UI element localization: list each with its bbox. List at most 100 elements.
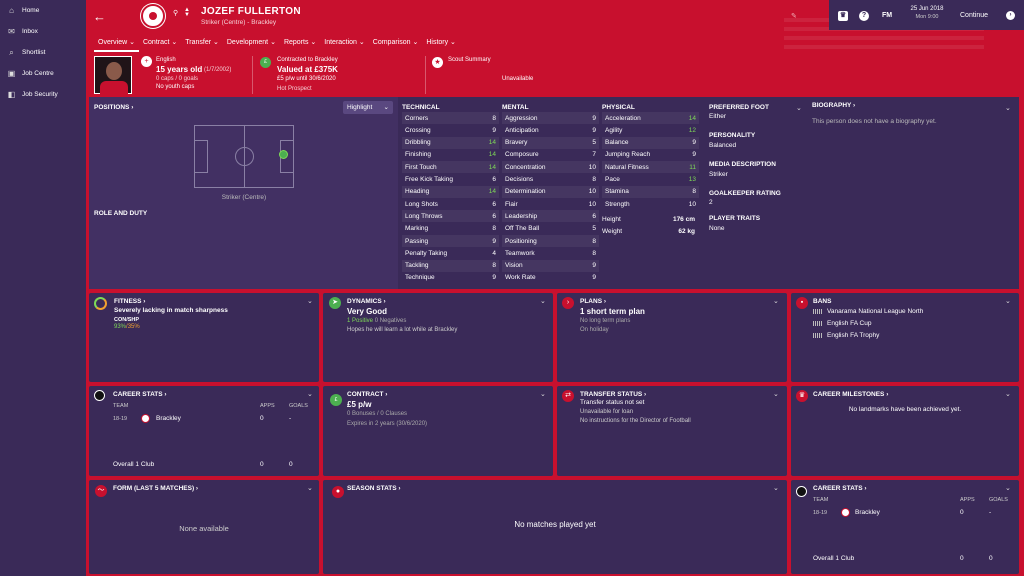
season-stats-title[interactable]: SEASON STATS › <box>347 485 401 492</box>
attribute-row[interactable]: Long Shots 6 <box>402 198 499 210</box>
tab-overview[interactable]: Overview ⌄ <box>94 37 139 52</box>
back-arrow-icon[interactable]: ← <box>93 9 106 24</box>
attribute-row[interactable]: Stamina 8 <box>602 185 699 198</box>
tab-contract[interactable]: Contract ⌄ <box>142 39 178 46</box>
career-stats-title[interactable]: CAREER STATS › <box>813 485 867 492</box>
biography-title[interactable]: BIOGRAPHY › <box>812 102 856 109</box>
chevron-down-icon[interactable]: ⌄ <box>1005 298 1011 305</box>
scout-summary-title[interactable]: Scout Summary <box>448 57 491 63</box>
attribute-row[interactable]: Decisions 8 <box>502 174 599 186</box>
plans-title[interactable]: PLANS › <box>580 298 606 305</box>
fm-logo[interactable]: FM <box>882 12 893 19</box>
attribute-row[interactable]: Positioning 8 <box>502 235 599 247</box>
chevron-down-icon[interactable]: ⌄ <box>1005 105 1011 112</box>
attribute-row[interactable]: Long Throws 6 <box>402 210 499 223</box>
attribute-row[interactable]: Bravery 5 <box>502 136 599 149</box>
team-name[interactable]: Brackley <box>156 415 181 422</box>
attribute-row[interactable]: Jumping Reach 9 <box>602 149 699 161</box>
chevron-down-icon[interactable]: ⌄ <box>773 298 779 305</box>
chevron-down-icon[interactable]: ⌄ <box>540 298 546 305</box>
attribute-row[interactable]: Work Rate 9 <box>502 272 599 284</box>
highlight-dropdown[interactable]: Highlight ⌄ <box>343 101 393 114</box>
goals-value: - <box>989 509 992 516</box>
attribute-row[interactable]: Concentration 10 <box>502 161 599 174</box>
attribute-row[interactable]: Off The Ball 5 <box>502 223 599 235</box>
condition-value: 93% <box>114 324 127 330</box>
chevron-down-icon[interactable]: ⌄ <box>796 105 802 112</box>
career-milestones-title[interactable]: CAREER MILESTONES › <box>813 391 889 398</box>
attribute-row[interactable]: Determination 10 <box>502 185 599 198</box>
attribute-row[interactable]: Flair 10 <box>502 198 599 210</box>
attribute-row[interactable]: Crossing 9 <box>402 124 499 136</box>
attribute-row[interactable]: Dribbling 14 <box>402 136 499 149</box>
chevron-down-icon[interactable]: ⌄ <box>1005 485 1011 492</box>
chevron-down-icon[interactable]: ⌄ <box>307 298 313 305</box>
team-name[interactable]: Brackley <box>855 509 880 516</box>
club-crest-icon[interactable] <box>141 4 165 28</box>
attribute-row[interactable]: Heading 14 <box>402 185 499 198</box>
attribute-row[interactable]: Finishing 14 <box>402 149 499 161</box>
attribute-row[interactable]: Teamwork 8 <box>502 247 599 259</box>
attribute-row[interactable]: Technique 9 <box>402 272 499 284</box>
attribute-row[interactable]: Composure 7 <box>502 149 599 161</box>
chevron-down-icon[interactable]: ⌄ <box>307 391 313 398</box>
attribute-row[interactable]: Vision 9 <box>502 259 599 272</box>
attribute-row[interactable]: Acceleration 14 <box>602 112 699 124</box>
loan-status: Unavailable for loan <box>580 409 634 415</box>
nationality[interactable]: English <box>156 57 176 63</box>
transfer-status-title[interactable]: TRANSFER STATUS › <box>580 391 647 398</box>
tab-comparison[interactable]: Comparison ⌄ <box>372 39 419 46</box>
ban-item[interactable]: Vanarama National League North <box>813 308 923 315</box>
chevron-down-icon[interactable]: ⌄ <box>773 485 779 492</box>
fitness-title[interactable]: FITNESS › <box>114 298 146 305</box>
help-icon[interactable]: ? <box>859 11 869 21</box>
continue-button[interactable]: Continue <box>960 12 989 19</box>
tab-transfer[interactable]: Transfer ⌄ <box>185 39 219 46</box>
tab-development[interactable]: Development ⌄ <box>226 39 276 46</box>
tab-history[interactable]: History ⌄ <box>426 39 456 46</box>
chevron-down-icon[interactable]: ⌄ <box>773 391 779 398</box>
attribute-row[interactable]: Penalty Taking 4 <box>402 247 499 259</box>
attribute-row[interactable]: Free Kick Taking 6 <box>402 174 499 186</box>
attribute-value: 9 <box>692 151 696 159</box>
attribute-row[interactable]: First Touch 14 <box>402 161 499 174</box>
attribute-row[interactable]: Anticipation 9 <box>502 124 599 136</box>
edit-pencil-icon[interactable]: ✎ <box>791 13 797 20</box>
chevron-down-icon[interactable]: ⌄ <box>307 485 313 492</box>
attribute-row[interactable]: Leadership 6 <box>502 210 599 223</box>
tab-interaction[interactable]: Interaction ⌄ <box>324 39 365 46</box>
zoom-icon[interactable]: ⚲ <box>173 10 179 17</box>
attribute-row[interactable]: Agility 12 <box>602 124 699 136</box>
continue-arrow-icon[interactable]: › <box>1006 11 1015 20</box>
attribute-row[interactable]: Balance 9 <box>602 136 699 149</box>
attribute-row[interactable]: Corners 8 <box>402 112 499 124</box>
ban-item[interactable]: English FA Trophy <box>813 332 879 339</box>
ban-item[interactable]: English FA Cup <box>813 320 871 327</box>
attribute-row[interactable]: Pace 13 <box>602 174 699 186</box>
attribute-row[interactable]: Passing 9 <box>402 235 499 247</box>
tab-reports[interactable]: Reports ⌄ <box>283 39 317 46</box>
dynamics-title[interactable]: DYNAMICS › <box>347 298 386 305</box>
player-position-club[interactable]: Striker (Centre) - Brackley <box>201 19 277 26</box>
chevron-down-icon[interactable]: ⌄ <box>540 391 546 398</box>
sidebar-item-job-security[interactable]: ◧ Job Security <box>0 84 86 105</box>
attribute-row[interactable]: Tackling 8 <box>402 259 499 272</box>
attribute-row[interactable]: Aggression 9 <box>502 112 599 124</box>
attribute-name: Stamina <box>605 188 629 196</box>
attribute-row[interactable]: Marking 8 <box>402 223 499 235</box>
form-title[interactable]: FORM (LAST 5 MATCHES) › <box>113 485 199 492</box>
career-stats-panel-2: CAREER STATS › ⌄ TEAM APPS GOALS 18-19 B… <box>791 480 1019 574</box>
chevron-down-icon[interactable]: ⌄ <box>1005 391 1011 398</box>
attribute-row[interactable]: Strength 10 <box>602 198 699 210</box>
sidebar-item-inbox[interactable]: ✉ Inbox <box>0 21 86 42</box>
attribute-row[interactable]: Natural Fitness 11 <box>602 161 699 174</box>
contracted-to[interactable]: Contracted to Brackley <box>277 57 338 63</box>
sidebar-item-job-centre[interactable]: ▣ Job Centre <box>0 63 86 84</box>
contract-title[interactable]: CONTRACT › <box>347 391 388 398</box>
crown-icon[interactable]: ♛ <box>838 11 848 21</box>
career-stats-title[interactable]: CAREER STATS › <box>113 391 167 398</box>
sidebar-item-home[interactable]: ⌂ Home <box>0 0 86 21</box>
sidebar-item-shortlist[interactable]: ⌕ Shortlist <box>0 42 86 63</box>
positions-title[interactable]: POSITIONS › <box>94 104 134 111</box>
sort-arrows-icon[interactable]: ▲ ▼ <box>184 7 190 18</box>
